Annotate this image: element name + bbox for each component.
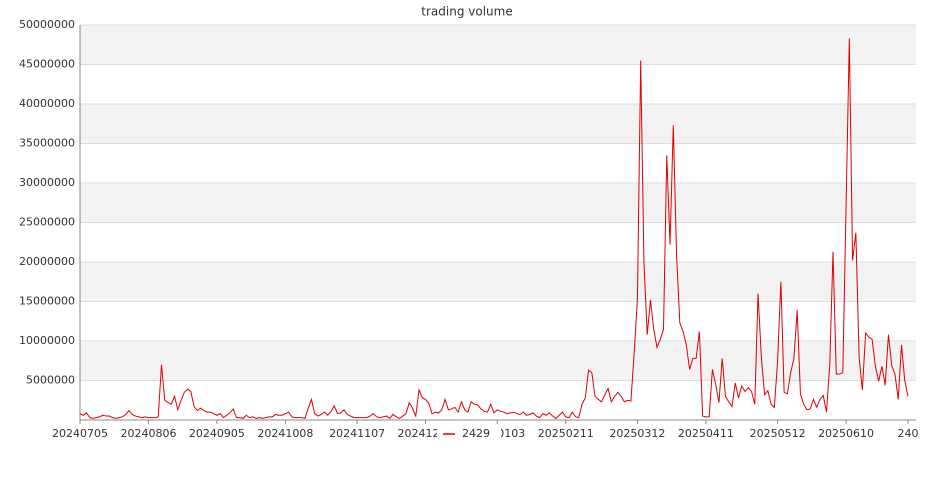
chart-title: trading volume bbox=[421, 5, 512, 19]
grid-band bbox=[80, 104, 916, 144]
y-tick-label: 20000000 bbox=[19, 255, 75, 268]
y-tick-label: 35000000 bbox=[19, 137, 75, 150]
legend-label: 2429 bbox=[462, 427, 490, 440]
grid-band bbox=[80, 25, 916, 65]
y-tick-label: 15000000 bbox=[19, 295, 75, 308]
y-tick-label: 5000000 bbox=[26, 374, 75, 387]
y-tick-label: 30000000 bbox=[19, 176, 75, 189]
x-tick-label: 20250211 bbox=[538, 427, 594, 440]
grid-band bbox=[80, 183, 916, 223]
y-tick-label: 25000000 bbox=[19, 216, 75, 229]
x-tick-label: 20250610 bbox=[818, 427, 874, 440]
line-series bbox=[79, 38, 909, 420]
y-tick-label: 10000000 bbox=[19, 334, 75, 347]
x-tick-label: 20241008 bbox=[257, 427, 313, 440]
x-tick-label: 20250512 bbox=[750, 427, 806, 440]
x-tick-label: 20240905 bbox=[189, 427, 245, 440]
y-tick-label: 50000000 bbox=[19, 18, 75, 31]
legend-box bbox=[437, 425, 501, 443]
grid-band bbox=[80, 262, 916, 302]
x-tick-label: 20250312 bbox=[609, 427, 665, 440]
y-tick-label: 45000000 bbox=[19, 58, 75, 71]
x-tick-label: 20250411 bbox=[678, 427, 734, 440]
x-tick-label: 20240705 bbox=[52, 427, 108, 440]
x-tick-label: 240 bbox=[898, 427, 919, 440]
x-tick-label: 20240806 bbox=[120, 427, 176, 440]
y-tick-label: 40000000 bbox=[19, 97, 75, 110]
x-tick-label: 20241107 bbox=[329, 427, 385, 440]
